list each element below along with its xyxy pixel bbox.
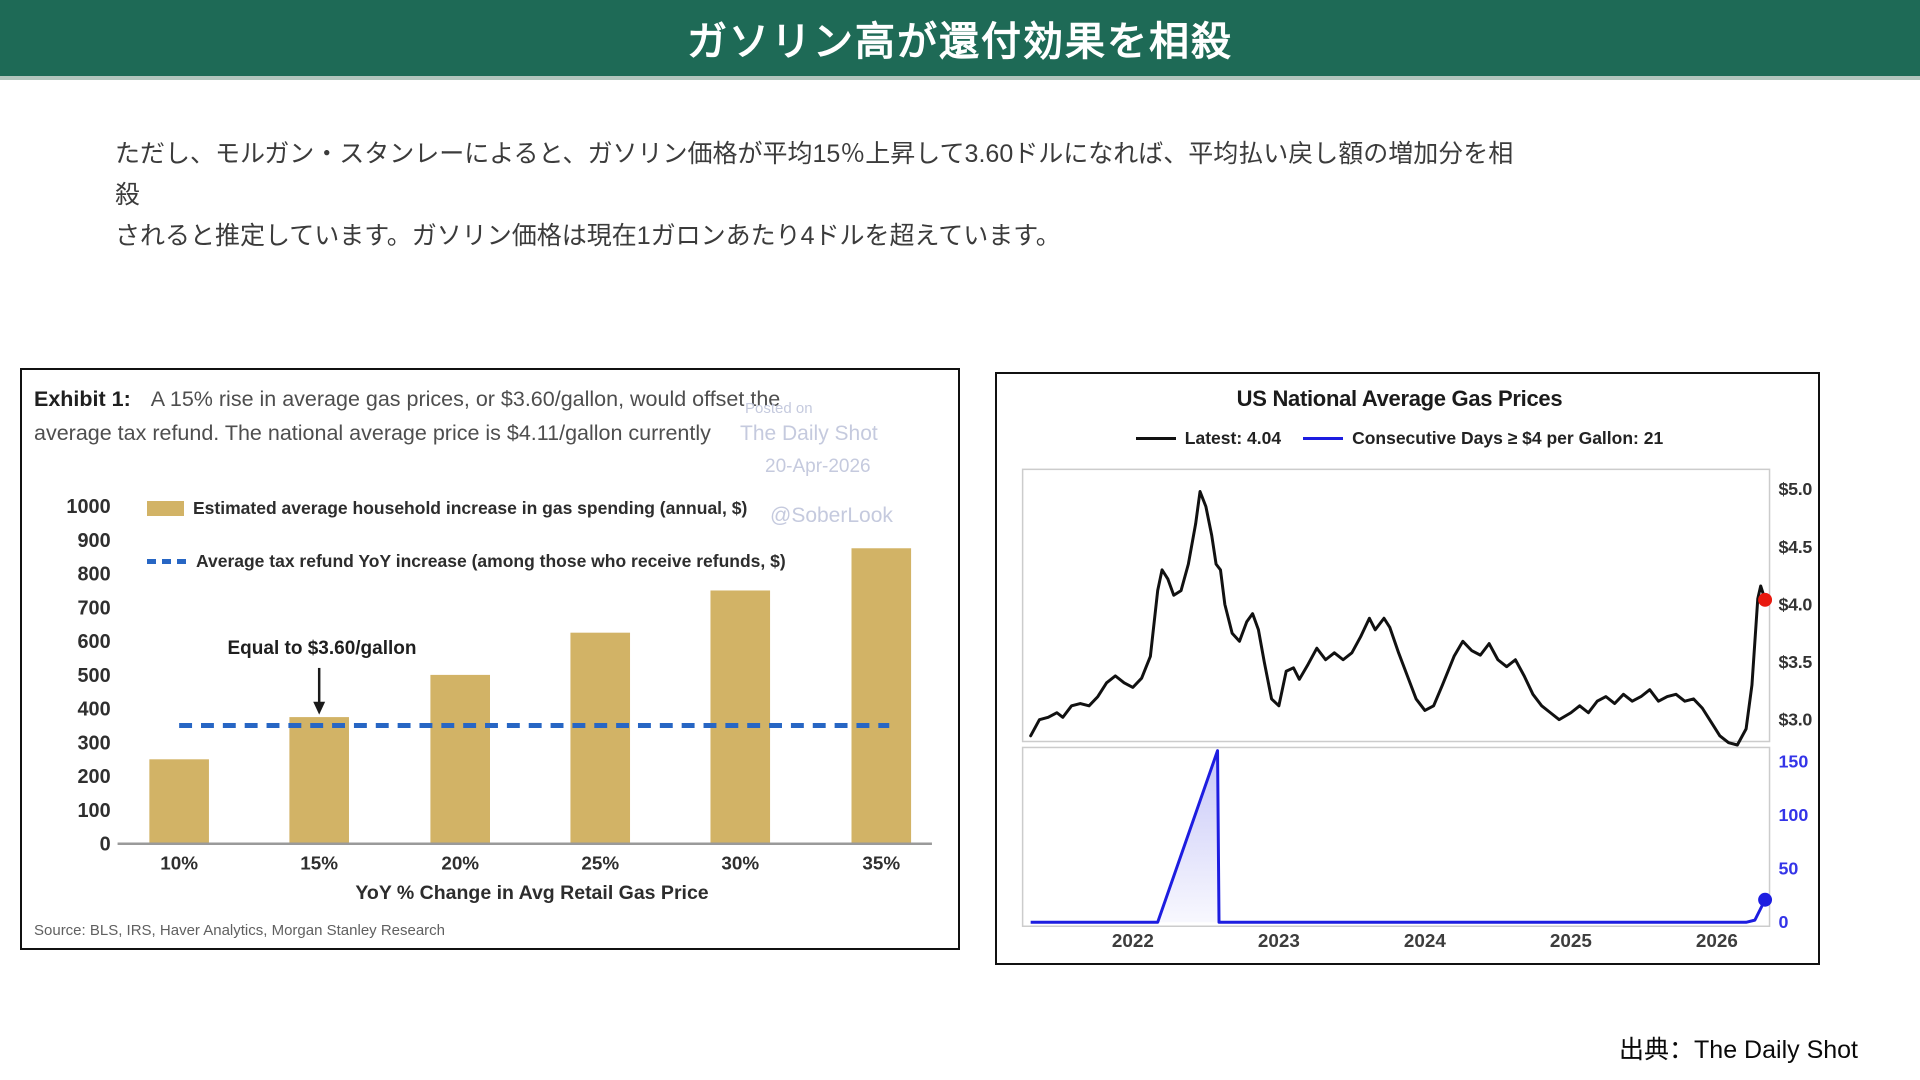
source-attribution: 出典：The Daily Shot — [1619, 1036, 1858, 1064]
exhibit1-title-line1: A 15% rise in average gas prices, or $3.… — [150, 387, 781, 411]
svg-text:100: 100 — [1778, 805, 1808, 825]
svg-text:0: 0 — [100, 834, 111, 856]
svg-text:100: 100 — [77, 800, 110, 822]
svg-text:900: 900 — [77, 530, 110, 552]
svg-text:35%: 35% — [862, 853, 900, 874]
svg-text:2025: 2025 — [1550, 930, 1592, 951]
svg-text:150: 150 — [1778, 751, 1808, 771]
bar-xaxis-title: YoY % Change in Avg Retail Gas Price — [355, 882, 709, 904]
svg-text:$5.0: $5.0 — [1778, 479, 1812, 499]
svg-text:30%: 30% — [721, 853, 759, 874]
legend-tax-refund-label: Average tax refund YoY increase (among t… — [196, 551, 786, 571]
svg-text:200: 200 — [77, 766, 110, 788]
svg-text:1000: 1000 — [66, 496, 110, 518]
svg-text:2026: 2026 — [1696, 930, 1738, 951]
dashed-line-swatch-icon — [147, 559, 189, 564]
svg-text:600: 600 — [77, 631, 110, 653]
black-line-swatch-icon — [1135, 437, 1176, 440]
gas-prices-title: US National Average Gas Prices — [1236, 386, 1563, 411]
legend-consecutive-days-label: Consecutive Days ≥ $4 per Gallon: 21 — [1352, 428, 1664, 448]
svg-text:700: 700 — [77, 597, 110, 619]
legend-latest-label: Latest: 4.04 — [1184, 428, 1282, 448]
intro-line-1: ただし、モルガン・スタンレーによると、ガソリン価格が平均15％上昇して3.60ド… — [115, 140, 1514, 209]
legend-consecutive-days: Consecutive Days ≥ $4 per Gallon: 21 — [1303, 428, 1663, 449]
svg-text:300: 300 — [77, 732, 110, 754]
bar-swatch-icon — [147, 501, 184, 516]
svg-text:25%: 25% — [581, 853, 619, 874]
svg-text:$3.5: $3.5 — [1778, 652, 1812, 672]
svg-text:$4.0: $4.0 — [1778, 594, 1812, 614]
exhibit1-label: Exhibit 1: — [34, 387, 131, 411]
gas-prices-legend: Latest: 4.04 Consecutive Days ≥ $4 per G… — [997, 428, 1802, 449]
page-title: ガソリン高が還付効果を相殺 — [687, 20, 1233, 64]
bar-chart-svg: 0 100 200 300 400 500 600 700 800 900 1000 10% 15% 20… — [66, 496, 932, 874]
intro-line-2: されると推定しています。ガソリン価格は現在1ガロンあたり4ドルを超えています。 — [115, 222, 1061, 250]
annotation-equal-360: Equal to $3.60/gallon — [227, 638, 417, 659]
legend-latest: Latest: 4.04 — [1135, 428, 1282, 449]
exhibit1-panel: 0 100 200 300 400 500 600 700 800 900 1000 10% 15% 20… — [20, 368, 960, 950]
svg-text:$3.0: $3.0 — [1778, 710, 1812, 730]
exhibit1-title: Exhibit 1: A 15% rise in average gas pric… — [34, 382, 934, 450]
gas-prices-panel: $5.0 $4.5 $4.0 $3.5 $3.0 150 100 50 0 2022 2023 202… — [995, 372, 1820, 965]
svg-text:2022: 2022 — [1112, 930, 1154, 951]
legend-gas-spending-label: Estimated average household increase in … — [193, 498, 748, 518]
svg-text:$4.5: $4.5 — [1778, 537, 1812, 557]
price-chart-svg: $5.0 $4.5 $4.0 $3.5 $3.0 150 100 50 0 2022 2023 202… — [1021, 468, 1813, 951]
svg-text:10%: 10% — [160, 853, 198, 874]
svg-text:500: 500 — [77, 665, 110, 687]
svg-text:2024: 2024 — [1404, 930, 1446, 951]
legend-tax-refund: Average tax refund YoY increase (among t… — [147, 551, 786, 572]
svg-text:50: 50 — [1778, 859, 1798, 879]
intro-paragraph: ただし、モルガン・スタンレーによると、ガソリン価格が平均15％上昇して3.60ド… — [115, 134, 1535, 257]
exhibit1-title-line2: average tax refund. The national average… — [34, 421, 711, 445]
svg-text:0: 0 — [1778, 912, 1788, 932]
page-header: ガソリン高が還付効果を相殺 — [0, 0, 1920, 80]
chart-source: Source: BLS, IRS, Haver Analytics, Morga… — [34, 922, 446, 939]
legend-gas-spending: Estimated average household increase in … — [147, 498, 747, 519]
svg-text:20%: 20% — [441, 853, 479, 874]
svg-text:800: 800 — [77, 564, 110, 586]
svg-text:15%: 15% — [300, 853, 338, 874]
svg-text:2023: 2023 — [1258, 930, 1300, 951]
blue-line-swatch-icon — [1303, 437, 1344, 440]
svg-text:400: 400 — [77, 699, 110, 721]
